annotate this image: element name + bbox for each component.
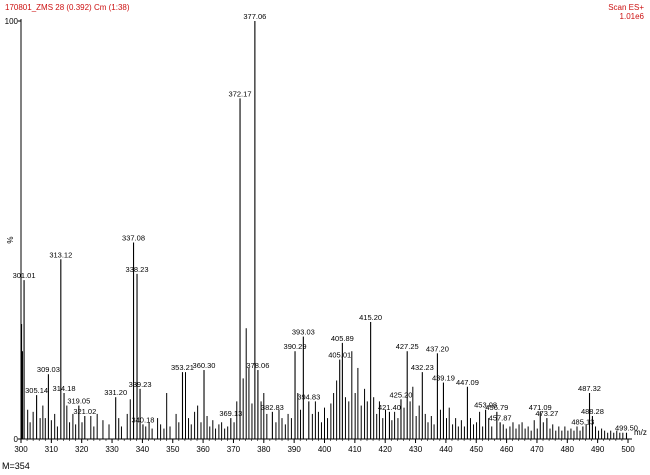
x-tick-label: 350	[166, 445, 180, 454]
peak-label: 427.25	[396, 342, 419, 351]
peak-label: 301.01	[13, 271, 36, 280]
labeled-peaks	[23, 21, 628, 439]
x-axis-label: m/z	[634, 428, 647, 437]
peak-labels: 301.01 305.14 309.03 313.12 314.18 319.05321.…	[13, 12, 638, 433]
peak-label: 305.14	[25, 386, 48, 395]
peak-label: 353.21	[171, 363, 194, 372]
x-tick-label: 400	[318, 445, 332, 454]
peak-label: 360.30	[193, 361, 216, 370]
peak-label: 439.19	[432, 374, 455, 383]
peak-label: 393.03	[292, 328, 315, 337]
x-tick-label: 480	[561, 445, 575, 454]
x-tick-label: 300	[14, 445, 28, 454]
peak-label: 321.02	[73, 407, 96, 416]
peak-label: 394.83	[297, 392, 320, 401]
y-axis-label: %	[6, 236, 15, 243]
peak-label: 487.32	[578, 384, 601, 393]
peak-label: 485.13	[571, 417, 594, 426]
x-tick-label: 360	[196, 445, 210, 454]
peak-label: 453.08	[474, 401, 497, 410]
peak-label: 457.87	[489, 413, 512, 422]
peak-label: 405.89	[331, 334, 354, 343]
peak-label: 390.29	[284, 342, 307, 351]
chart-axes: 300 310 320 330 340 350 360 370 380 390 400 410 420 4…	[5, 17, 647, 454]
x-tick-label: 320	[75, 445, 89, 454]
peak-label: 337.08	[122, 234, 145, 243]
peak-label: 339.23	[129, 380, 152, 389]
x-tick-label: 390	[287, 445, 301, 454]
peak-label: 456.79	[485, 403, 508, 412]
peak-label: 421.40	[378, 403, 401, 412]
x-tick-label: 330	[105, 445, 119, 454]
peak-label: 340.18	[131, 415, 154, 424]
sample-title: 170801_ZMS 28 (0.392) Cm (1:38)	[5, 3, 130, 12]
y-tick-label: 100	[5, 17, 19, 26]
x-tick-label: 470	[530, 445, 544, 454]
peak-label: 382.83	[261, 403, 284, 412]
peak-label: 471.09	[529, 403, 552, 412]
x-tick-label: 460	[500, 445, 514, 454]
x-tick-label: 380	[257, 445, 271, 454]
mass-spectrum-chart: 300 310 320 330 340 350 360 370 380 390 400 410 420 4…	[5, 12, 647, 454]
x-tick-label: 500	[621, 445, 635, 454]
x-tick-label: 410	[348, 445, 362, 454]
peak-label: 314.18	[53, 384, 76, 393]
peak-label: 309.03	[37, 365, 60, 374]
peak-label: 437.20	[426, 344, 449, 353]
peak-label: 377.06	[243, 12, 266, 21]
peak-label: 369.13	[219, 409, 242, 418]
peak-label: 372.17	[229, 89, 252, 98]
x-tick-label: 310	[45, 445, 59, 454]
peak-label: 499.50	[615, 424, 638, 433]
peak-label: 415.20	[359, 313, 382, 322]
x-tick-label: 440	[439, 445, 453, 454]
peak-label: 331.20	[104, 388, 127, 397]
scan-mode-label: Scan ES+	[608, 3, 644, 12]
peak-label: 313.12	[49, 250, 72, 259]
peak-label: 405.01	[328, 351, 351, 360]
peak-label: 425.20	[390, 390, 413, 399]
x-tick-label: 340	[136, 445, 150, 454]
intensity-scale-label: 1.01e6	[619, 12, 644, 21]
peak-label: 473.27	[535, 409, 558, 418]
x-tick-label: 420	[379, 445, 393, 454]
x-tick-label: 370	[227, 445, 241, 454]
peak-label: 319.05	[67, 397, 90, 406]
peak-label: 338.23	[126, 265, 149, 274]
peak-label: 447.09	[456, 378, 479, 387]
peak-label: 432.23	[411, 363, 434, 372]
molecular-mass-note: M=354	[2, 461, 30, 471]
minor-peaks	[21, 324, 624, 439]
y-tick-label: 0	[14, 435, 19, 444]
peak-label: 488.28	[581, 407, 604, 416]
x-tick-label: 490	[591, 445, 605, 454]
x-tick-label: 450	[470, 445, 484, 454]
x-tick-label: 430	[409, 445, 423, 454]
peak-label: 378.06	[246, 361, 269, 370]
